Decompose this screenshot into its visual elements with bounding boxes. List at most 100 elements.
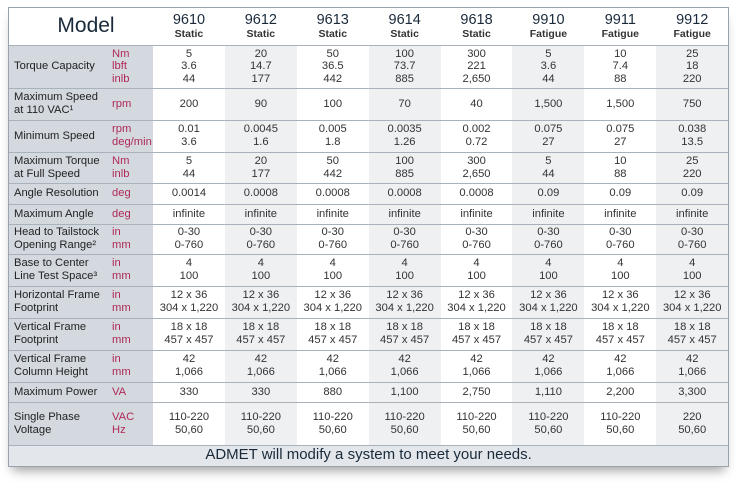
cell-value: 3,300 (656, 382, 729, 403)
table-row: Vertical Frame Footprint in mm 18 x 18 457… (9, 318, 729, 351)
table-row: Horizontal Frame Footprint in mm 12 x 36 3… (9, 286, 729, 319)
cell-value: 0.0035 1.26 (368, 120, 441, 153)
cell-value: 18 x 18 457 x 457 (368, 318, 441, 351)
cell-value: infinite (224, 204, 297, 225)
table-row: Maximum Angle deg infinite infinite infinite… (9, 204, 729, 225)
model-header: 9912 Fatigue (656, 8, 729, 46)
row-label: Horizontal Frame Footprint (9, 286, 106, 319)
footer-row: ADMET will modify a system to meet your … (9, 445, 729, 466)
cell-value: 1,110 (512, 382, 585, 403)
cell-value: 0-30 0-760 (512, 224, 585, 255)
cell-value: 750 (656, 88, 729, 121)
row-units: rpm deg/min (106, 120, 154, 153)
table-row: Single Phase Voltage VAC Hz 110-220 50,60 1… (9, 402, 729, 446)
cell-value: 42 1,066 (440, 350, 513, 383)
model-number: 9610 (172, 12, 206, 29)
cell-value: infinite (153, 204, 225, 225)
cell-value: 18 x 18 457 x 457 (296, 318, 369, 351)
cell-value: 12 x 36 304 x 1,220 (584, 286, 657, 319)
cell-value: 12 x 36 304 x 1,220 (512, 286, 585, 319)
cell-value: 12 x 36 304 x 1,220 (296, 286, 369, 319)
table-row: Head to Tailstock Opening Range² in mm 0-3… (9, 224, 729, 255)
cell-value: 42 1,066 (224, 350, 297, 383)
cell-value: 1,500 (584, 88, 657, 121)
table-row: Minimum Speed rpm deg/min 0.01 3.6 0.0045 1… (9, 120, 729, 153)
cell-value: 0.0008 (296, 183, 369, 205)
cell-value: 5 3.6 44 (153, 45, 225, 89)
cell-value: 4 100 (224, 254, 297, 287)
cell-value: 0.0008 (224, 183, 297, 205)
cell-value: 90 (224, 88, 297, 121)
model-type: Static (462, 28, 491, 41)
row-label: Base to Center Line Test Space³ (9, 254, 106, 287)
cell-value: 110-220 50,60 (584, 402, 657, 446)
model-header: 9618 Static (440, 8, 513, 46)
model-type: Fatigue (601, 28, 639, 41)
row-units: Nm lbft inlb (106, 45, 154, 89)
row-label: Single Phase Voltage (9, 402, 106, 446)
cell-value: 0.09 (584, 183, 657, 205)
cell-value: 0-30 0-760 (440, 224, 513, 255)
cell-value: 0-30 0-760 (224, 224, 297, 255)
model-header: 9911 Fatigue (584, 8, 657, 46)
cell-value: 42 1,066 (584, 350, 657, 383)
row-units: in mm (106, 286, 154, 319)
row-label: Maximum Power (9, 382, 106, 403)
cell-value: 0.038 13.5 (656, 120, 729, 153)
cell-value: 330 (224, 382, 297, 403)
cell-value: 110-220 50,60 (153, 402, 225, 446)
cell-value: 2,750 (440, 382, 513, 403)
model-number: 9614 (388, 12, 421, 29)
model-header: 9613 Static (296, 8, 369, 46)
cell-value: 42 1,066 (656, 350, 729, 383)
model-title: Model (9, 8, 154, 46)
cell-value: infinite (440, 204, 513, 225)
model-type: Static (246, 28, 276, 41)
cell-value: 20 177 (224, 152, 297, 184)
row-units: in mm (106, 350, 154, 383)
cell-value: infinite (296, 204, 369, 225)
cell-value: 0.09 (656, 183, 729, 205)
cell-value: 300 2,650 (440, 152, 513, 184)
table-row: Maximum Power VA 330 330 880 1,100 2,750 1,110 2… (9, 382, 729, 403)
row-label: Angle Resolution (9, 183, 106, 205)
cell-value: 1,500 (512, 88, 585, 121)
row-units: VAC Hz (106, 402, 154, 446)
cell-value: 0.075 27 (584, 120, 657, 153)
cell-value: 0-30 0-760 (296, 224, 369, 255)
spec-table-container: Model 9610 Static 9612 Static 9613 Static 9614… (8, 7, 729, 467)
cell-value: 20 14.7 177 (224, 45, 297, 89)
cell-value: 5 3.6 44 (512, 45, 585, 89)
model-type: Fatigue (529, 28, 568, 41)
cell-value: 4 100 (153, 254, 225, 287)
cell-value: 42 1,066 (296, 350, 369, 383)
model-number: 9911 (604, 12, 636, 29)
cell-value: 12 x 36 304 x 1,220 (440, 286, 513, 319)
cell-value: 18 x 18 457 x 457 (584, 318, 657, 351)
cell-value: infinite (368, 204, 441, 225)
cell-value: 0.0008 (440, 183, 513, 205)
cell-value: 110-220 50,60 (296, 402, 369, 446)
model-type: Static (390, 28, 419, 41)
model-number: 9912 (676, 12, 709, 29)
table-row: Torque Capacity Nm lbft inlb 5 3.6 44 20 14… (9, 45, 729, 89)
cell-value: 330 (153, 382, 225, 403)
cell-value: 200 (153, 88, 225, 121)
cell-value: 0.075 27 (512, 120, 585, 153)
cell-value: 42 1,066 (153, 350, 225, 383)
cell-value: 0.0014 (153, 183, 225, 205)
cell-value: 0.0008 (368, 183, 441, 205)
model-type: Static (318, 28, 348, 41)
table-row: Maximum Torque at Full Speed Nm inlb 5 44 2… (9, 152, 729, 184)
cell-value: infinite (584, 204, 657, 225)
row-label: Maximum Angle (9, 204, 106, 225)
cell-value: 18 x 18 457 x 457 (153, 318, 225, 351)
cell-value: 110-220 50,60 (224, 402, 297, 446)
cell-value: 10 7.4 88 (584, 45, 657, 89)
cell-value: 0.005 1.8 (296, 120, 369, 153)
cell-value: 0-30 0-760 (656, 224, 729, 255)
cell-value: 4 100 (584, 254, 657, 287)
cell-value: 110-220 50,60 (512, 402, 585, 446)
table-row: Angle Resolution deg 0.0014 0.0008 0.0008 0.0… (9, 183, 729, 205)
row-units: deg (106, 183, 154, 205)
